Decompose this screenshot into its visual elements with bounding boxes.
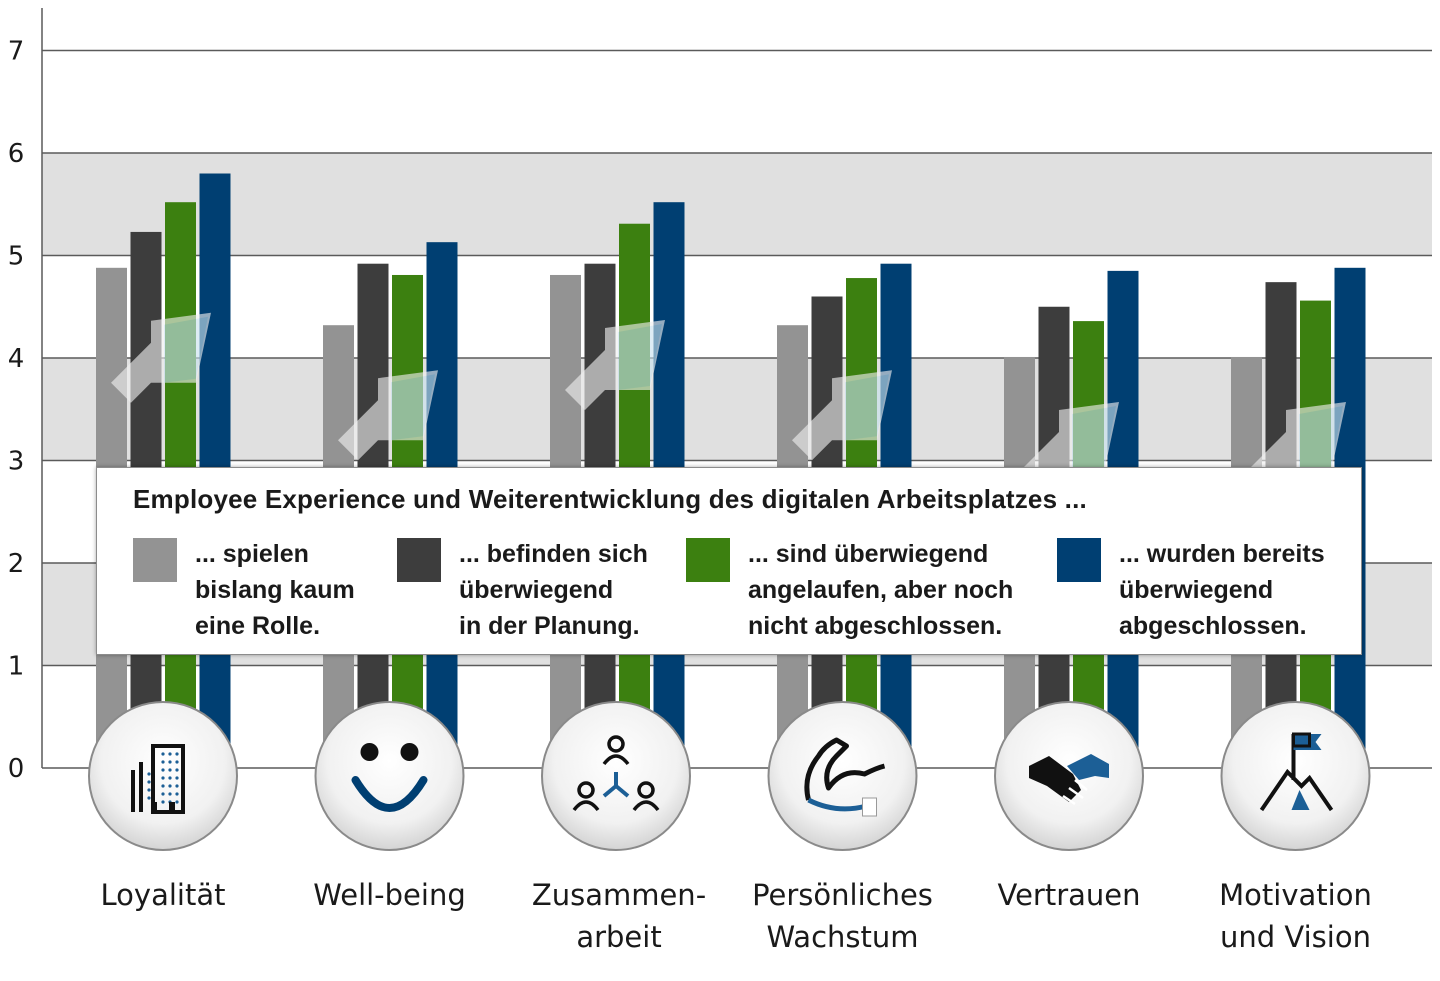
office-building-icon (131, 744, 185, 814)
legend-label: ... sind überwiegend angelaufen, aber noc… (748, 540, 1014, 640)
category-label: Persönliches (752, 878, 933, 912)
smiley-face-icon (351, 743, 428, 812)
legend-swatch (1057, 538, 1101, 582)
y-tick-label: 5 (8, 242, 25, 272)
watermark-arrow (111, 312, 211, 403)
watermark-arrow-tint (391, 374, 435, 441)
legend-label: ... wurden bereits überwiegend abgeschloss… (1119, 540, 1325, 640)
legend-swatch (686, 538, 730, 582)
y-tick-label: 7 (8, 37, 25, 67)
flexed-arm-icon (804, 737, 886, 817)
watermark-arrow-shape (338, 370, 438, 461)
category-label: Zusammen- (532, 878, 706, 912)
watermark-arrow-shape (792, 370, 892, 461)
category-label: Loyalität (101, 878, 226, 912)
watermark-arrow (565, 319, 665, 410)
legend-swatch (133, 538, 177, 582)
icon-circle (88, 701, 238, 851)
category-label: Well-being (313, 878, 466, 912)
y-tick-label: 3 (8, 447, 25, 477)
grid-band (42, 153, 1432, 256)
watermark-arrow (338, 370, 438, 461)
category-label: Vertrauen (997, 878, 1140, 912)
y-axis: 0 1 2 3 4 5 6 7 (8, 8, 43, 784)
handshake-icon (1029, 754, 1109, 806)
y-tick-label: 6 (8, 139, 25, 169)
watermark-arrow-shape (565, 319, 665, 410)
category-label: Motivation (1219, 878, 1372, 912)
legend-swatch (397, 538, 441, 582)
category-label: und Vision (1220, 920, 1371, 954)
watermark-arrow-tint (845, 374, 889, 441)
category-labels: Loyalität Well-being Zusammen-arbeit Persön… (101, 878, 1372, 954)
legend: Employee Experience und Weiterentwicklun… (96, 467, 1362, 655)
y-tick-label: 2 (8, 549, 25, 579)
watermark-arrow-tint (1072, 405, 1116, 472)
team-network-icon (572, 735, 660, 812)
watermark-arrow (792, 370, 892, 461)
legend-label: ... befinden sich überwiegend in der Planu… (459, 540, 648, 640)
category-icons (88, 701, 1371, 851)
y-tick-label: 4 (8, 344, 25, 374)
grid-band (42, 358, 1432, 461)
icon-circle (314, 701, 465, 851)
y-tick-label: 0 (8, 754, 25, 784)
watermark-arrow-tint (164, 316, 208, 383)
legend-label: ... spielen bislang kaum eine Rolle. (195, 540, 355, 640)
watermark-arrow-tint (618, 323, 662, 390)
category-label: arbeit (576, 920, 661, 954)
watermark-arrow-tint (1299, 405, 1343, 472)
mountain-flag-icon (1259, 732, 1334, 812)
category-label: Wachstum (766, 920, 918, 954)
legend-title: Employee Experience und Weiterentwicklun… (133, 484, 1087, 514)
y-tick-label: 1 (8, 652, 25, 682)
watermark-arrow-shape (111, 312, 211, 403)
